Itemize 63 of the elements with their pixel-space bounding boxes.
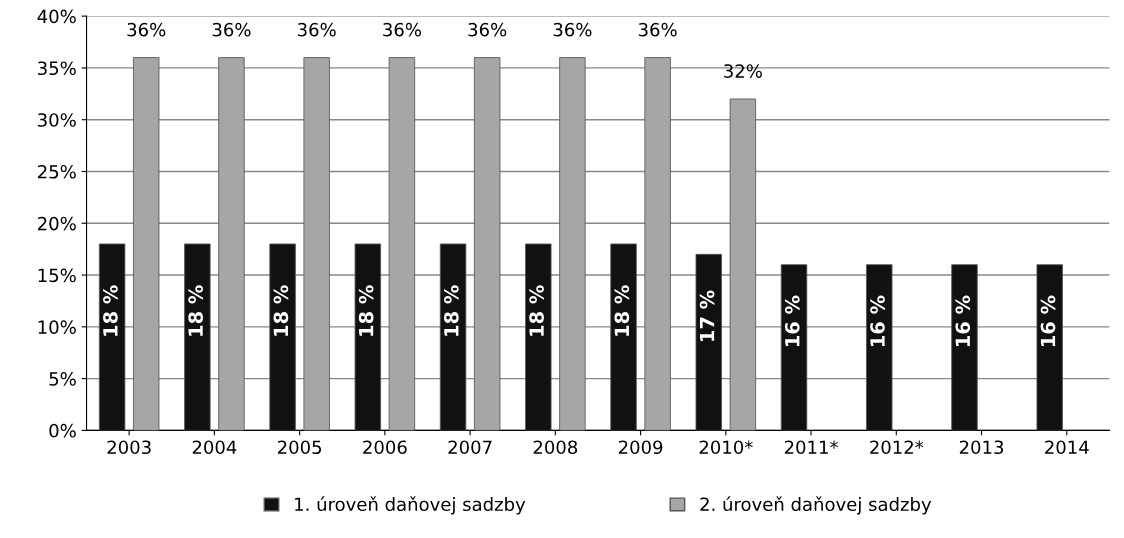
y-tick-label: 35% (38, 61, 76, 76)
bar (951, 264, 978, 431)
x-tick-label: 2007 (448, 440, 492, 455)
bar (473, 57, 501, 431)
x-tick-label: 2006 (363, 440, 407, 455)
y-tick-label: 5% (49, 372, 76, 386)
bar (269, 243, 296, 431)
bar (644, 57, 671, 431)
x-tick-label: 2012* (870, 440, 924, 455)
bar (439, 243, 467, 431)
bar (98, 243, 126, 431)
bar (695, 253, 722, 431)
data-label: 17 % (699, 290, 715, 341)
bar (525, 243, 552, 431)
data-label: 16 % (1040, 295, 1056, 347)
y-tick-label: 30% (38, 113, 76, 127)
data-label: 32% (724, 64, 762, 78)
bar (184, 243, 211, 431)
data-label: 16 % (784, 295, 800, 347)
data-label: 16 % (870, 295, 885, 347)
data-label: 36% (553, 22, 592, 37)
x-tick-label: 2003 (107, 440, 151, 455)
data-label: 36% (638, 22, 677, 37)
x-tick-label: 2008 (533, 440, 578, 455)
y-tick-label: 20% (38, 216, 76, 231)
data-label: 36% (298, 22, 336, 37)
x-tick-label: 2004 (192, 440, 237, 455)
legend-label: 1. úroveň daňovej sadzby (295, 496, 526, 515)
bar (559, 57, 586, 431)
data-label: 36% (212, 22, 251, 37)
x-tick-label: 2014 (1045, 440, 1089, 455)
data-label: 18 % (529, 285, 544, 336)
bar (388, 57, 416, 431)
x-tick-label: 2013 (959, 440, 1004, 455)
data-label: 36% (383, 22, 421, 37)
data-label: 16 % (955, 295, 971, 347)
x-tick-label: 2010* (699, 440, 753, 455)
x-tick-label: 2011* (784, 440, 839, 455)
data-label: 18 % (188, 285, 203, 336)
bar (729, 98, 757, 431)
y-tick-label: 0% (49, 423, 76, 438)
bar (1036, 264, 1063, 431)
bar (610, 243, 637, 431)
y-tick-label: 10% (38, 320, 76, 334)
data-label: 18 % (273, 285, 289, 336)
data-label: 18 % (103, 285, 118, 336)
legend-label: 2. úroveň daňovej sadzby (700, 496, 932, 515)
bar (354, 243, 382, 431)
data-label: 18 % (614, 285, 630, 336)
bar (303, 57, 330, 431)
y-tick-label: 25% (38, 164, 76, 179)
x-tick-label: 2009 (618, 440, 663, 455)
bar (780, 264, 808, 431)
y-tick-label: 40% (37, 9, 76, 24)
bar (866, 264, 893, 431)
x-tick-label: 2005 (277, 440, 322, 455)
bar (133, 57, 160, 431)
data-label: 36% (127, 22, 166, 37)
data-label: 36% (468, 22, 507, 37)
data-label: 18 % (358, 285, 374, 336)
bar (218, 57, 245, 431)
y-tick-label: 15% (38, 268, 76, 283)
data-label: 18 % (444, 285, 459, 336)
